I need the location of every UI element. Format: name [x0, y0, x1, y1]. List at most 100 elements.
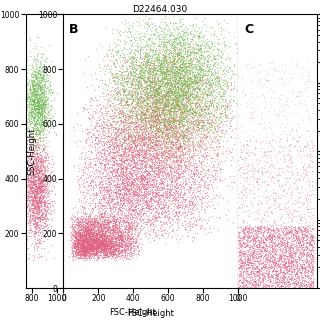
Point — [203, 72, 208, 77]
Point — [98, 214, 103, 220]
Point — [36, 125, 41, 130]
Point — [206, 80, 212, 85]
Point — [212, 126, 217, 131]
Point — [108, 240, 114, 245]
Point — [36, 146, 41, 151]
Point — [87, 216, 92, 221]
Point — [99, 255, 104, 260]
Point — [95, 237, 100, 242]
Point — [273, 283, 278, 288]
Point — [181, 145, 187, 150]
Point — [236, 278, 242, 283]
Point — [166, 110, 172, 115]
Point — [205, 175, 211, 180]
Point — [199, 183, 204, 188]
Point — [154, 100, 159, 105]
Point — [85, 233, 90, 238]
Point — [98, 234, 103, 239]
Point — [91, 251, 96, 256]
Point — [37, 86, 43, 91]
Point — [84, 255, 90, 260]
Point — [28, 77, 33, 83]
Point — [93, 252, 98, 257]
Point — [81, 190, 86, 195]
Point — [31, 105, 36, 110]
Point — [186, 123, 191, 128]
Point — [127, 219, 132, 224]
Point — [242, 163, 247, 168]
Point — [148, 100, 153, 106]
Point — [290, 252, 295, 257]
Point — [123, 214, 128, 219]
Point — [152, 173, 157, 179]
Point — [148, 87, 153, 92]
Point — [121, 246, 126, 251]
Point — [260, 249, 265, 254]
Point — [137, 64, 142, 69]
Point — [215, 167, 220, 172]
Point — [100, 111, 105, 116]
Point — [208, 83, 213, 88]
Point — [87, 250, 92, 255]
Point — [303, 172, 308, 177]
Point — [175, 84, 180, 90]
Point — [31, 100, 36, 105]
Point — [308, 242, 314, 247]
Point — [108, 251, 113, 256]
Point — [241, 251, 246, 256]
Point — [144, 99, 149, 104]
Point — [151, 65, 156, 70]
Point — [109, 223, 114, 228]
Point — [131, 159, 136, 164]
Point — [116, 106, 121, 111]
Point — [183, 163, 188, 168]
Point — [98, 241, 103, 246]
Point — [301, 99, 307, 104]
Point — [25, 91, 30, 96]
Point — [173, 92, 179, 97]
Point — [135, 244, 140, 249]
Point — [103, 189, 108, 194]
Point — [120, 82, 125, 87]
Point — [170, 116, 175, 121]
Point — [189, 72, 194, 77]
Point — [76, 250, 81, 255]
Point — [308, 158, 313, 163]
Point — [37, 200, 42, 205]
Point — [134, 126, 139, 132]
Point — [244, 270, 249, 276]
Point — [108, 241, 113, 246]
Point — [191, 153, 196, 158]
Point — [40, 185, 45, 190]
Point — [98, 181, 103, 186]
Point — [119, 204, 124, 210]
Point — [132, 179, 137, 184]
Point — [159, 64, 164, 69]
Point — [80, 177, 85, 182]
Point — [72, 228, 77, 233]
Point — [139, 169, 144, 174]
Point — [114, 194, 119, 199]
Point — [175, 165, 180, 170]
Point — [50, 164, 55, 169]
Point — [132, 201, 137, 206]
Point — [199, 96, 204, 101]
Point — [150, 140, 155, 146]
Point — [22, 106, 27, 111]
Point — [176, 50, 181, 55]
Point — [154, 50, 159, 55]
Point — [36, 254, 41, 260]
Point — [238, 140, 243, 145]
Point — [203, 68, 208, 73]
Point — [155, 146, 160, 151]
Point — [168, 68, 173, 74]
Point — [268, 262, 273, 268]
Point — [129, 242, 134, 247]
Point — [88, 118, 93, 124]
Point — [280, 109, 285, 114]
Point — [298, 243, 303, 248]
Point — [83, 233, 88, 238]
Point — [137, 70, 142, 76]
Point — [53, 201, 58, 206]
Point — [146, 191, 151, 196]
